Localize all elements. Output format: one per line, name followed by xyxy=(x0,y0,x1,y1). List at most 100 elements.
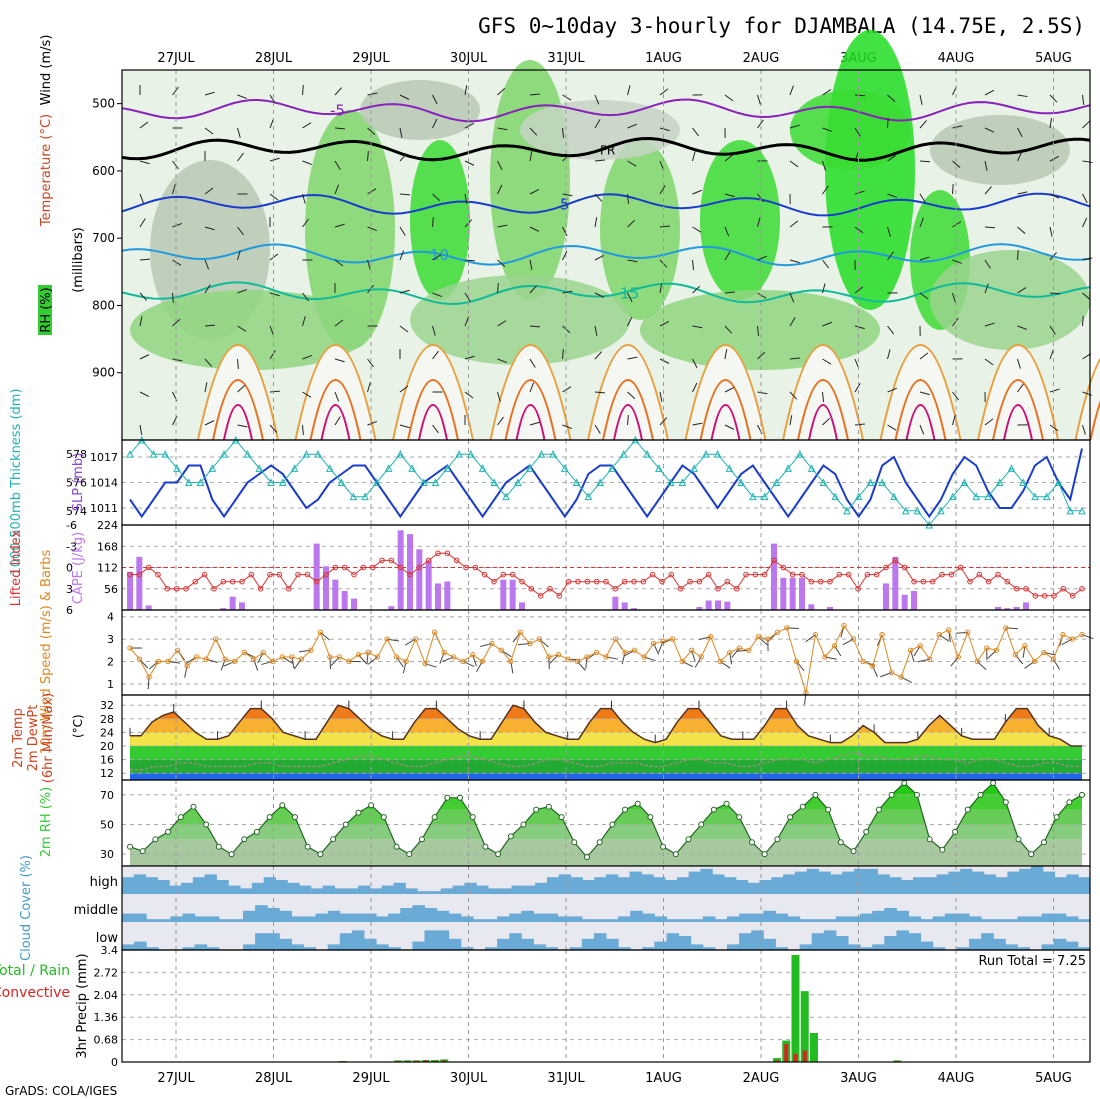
cloud-bar-middle xyxy=(243,910,256,922)
wind-barb xyxy=(302,391,312,398)
precip-axis-label: 3hr Precip (mm) xyxy=(75,953,90,1058)
wind10m-point xyxy=(946,627,952,633)
lifted-index-point xyxy=(827,578,833,585)
cape-axis-label: CAPE (J/kg) xyxy=(71,532,86,604)
wind-barb xyxy=(269,325,275,336)
wind-barb xyxy=(529,358,536,368)
cloud-bar-middle xyxy=(339,913,353,922)
wind10m-point xyxy=(965,629,971,636)
ua-label-wind-line: Wind (m/s) xyxy=(39,35,54,106)
wind-barb xyxy=(497,391,501,402)
wind-barb xyxy=(269,292,280,297)
warm-lobe-core xyxy=(418,404,448,441)
wind-barb xyxy=(1017,383,1024,393)
precip-convective-bar xyxy=(784,1043,789,1062)
lifted-index-point xyxy=(687,578,693,585)
isotherm-label: 10 xyxy=(430,246,449,264)
wind-barb xyxy=(367,358,374,368)
wind-barb xyxy=(399,193,411,196)
rh-blob xyxy=(360,80,480,140)
precip-total-bar xyxy=(809,1033,818,1062)
thickness-point xyxy=(220,450,228,458)
cloud-bar-high xyxy=(570,877,583,894)
cloud-bar-middle xyxy=(678,919,692,922)
cloud-bar-middle xyxy=(956,913,970,922)
cloud-bar-high xyxy=(1007,871,1020,894)
cloud-bar-high xyxy=(157,880,170,894)
wind-barb xyxy=(172,292,174,304)
wind-barb xyxy=(237,152,244,162)
temp-band xyxy=(122,695,1090,705)
wind10m-point xyxy=(812,631,819,638)
temp-bands xyxy=(122,695,1090,780)
rh2m-point xyxy=(457,794,464,801)
wind10m-point xyxy=(174,647,181,653)
isotherm-line xyxy=(121,243,1091,267)
wind-barb xyxy=(497,224,508,228)
cape-bar xyxy=(435,583,441,610)
thickness-point xyxy=(972,492,981,501)
lifted-index-point xyxy=(621,578,628,585)
rh2m-point xyxy=(1015,836,1022,843)
lifted-index-point xyxy=(369,564,376,571)
wind-barb xyxy=(367,382,371,393)
thickness-point xyxy=(1078,506,1086,515)
cape-bar xyxy=(696,606,703,610)
wind-barb xyxy=(432,254,442,261)
wind10m-point xyxy=(431,629,438,636)
wind10m-point xyxy=(460,658,466,665)
wind10m-point xyxy=(498,647,504,653)
wind10m-point xyxy=(365,649,371,656)
wind-barb xyxy=(789,220,799,228)
rh2m-point xyxy=(292,814,299,821)
lifted-index-point xyxy=(705,571,712,578)
cloud-bar-low xyxy=(1065,941,1079,950)
rh2m-point xyxy=(203,821,210,828)
wind-barb xyxy=(757,391,768,395)
warm-lobe-core xyxy=(613,404,643,441)
wind-barb xyxy=(789,259,800,264)
warm-lobe-inner xyxy=(309,379,362,441)
wind-barb xyxy=(139,424,143,435)
date-label-bottom: 1AUG xyxy=(645,1071,682,1086)
date-label-top: 29JUL xyxy=(352,51,390,66)
cloud-bar-middle xyxy=(811,919,825,922)
wind10m-point xyxy=(1069,636,1076,642)
cloud-bar-high xyxy=(511,885,524,894)
wind-barb xyxy=(822,391,825,402)
wind10m-point xyxy=(841,622,847,629)
precip-total-bar xyxy=(791,954,800,1062)
wind-barb xyxy=(139,391,150,397)
rh2m-point xyxy=(939,846,946,853)
wind-barb xyxy=(204,420,215,426)
wind-barb xyxy=(594,119,601,129)
isotherm-line xyxy=(121,98,1091,123)
rh2m-point xyxy=(672,851,679,858)
wind-barb xyxy=(367,259,371,270)
wind-barb xyxy=(237,384,246,393)
cloud-bar-middle xyxy=(860,913,873,922)
wind-barb xyxy=(139,160,150,165)
wind10m-point xyxy=(850,636,857,642)
wind10m-point xyxy=(270,658,276,665)
cloud-bar-low xyxy=(581,938,595,950)
wind10m-point xyxy=(232,658,238,665)
cloud-bar-low xyxy=(545,947,559,950)
thickness-point xyxy=(819,478,828,486)
thickness-point xyxy=(643,450,651,458)
wind-barb xyxy=(432,158,443,162)
rh2m-axis-label-line: 2m RH (%) xyxy=(39,787,54,858)
cloud-bar-low xyxy=(1005,944,1018,950)
cloud-bar-high xyxy=(499,888,513,894)
wind-barb xyxy=(594,255,605,261)
rh2m-tick-label: 70 xyxy=(100,789,114,802)
wind-barb xyxy=(724,226,730,237)
wind-barb xyxy=(984,127,995,133)
cloud-bar-high xyxy=(842,871,855,894)
wind-barb xyxy=(757,119,764,129)
wind-barb xyxy=(399,94,410,100)
wind10m-point xyxy=(422,660,428,667)
rh-band xyxy=(130,783,1082,795)
wind10m-point xyxy=(1003,625,1009,631)
